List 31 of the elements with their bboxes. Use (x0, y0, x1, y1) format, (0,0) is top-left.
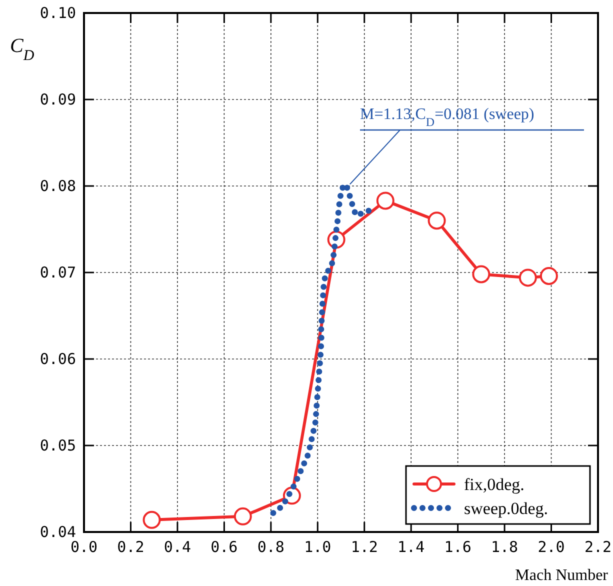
y-tick-label: 0.10 (40, 4, 76, 22)
y-tick-label: 0.05 (40, 436, 76, 454)
x-tick-label: 0.8 (257, 538, 284, 556)
x-tick-label: 0.2 (117, 538, 144, 556)
legend-label: fix,0deg. (464, 475, 524, 494)
point (428, 212, 446, 230)
x-tick-label: 1.0 (304, 538, 332, 556)
y-tick-label: 0.06 (40, 350, 76, 368)
point (142, 510, 161, 529)
x-axis-title: Mach Number (515, 567, 609, 584)
point (518, 268, 537, 287)
x-tick-label: 0.0 (70, 538, 98, 556)
x-tick-label: 1.6 (444, 538, 472, 556)
x-tick-label: 1.2 (350, 538, 378, 556)
point (540, 266, 558, 285)
legend-label: sweep.0deg. (464, 499, 548, 518)
x-tick-label: 1.8 (491, 538, 518, 556)
x-tick-label: 2.2 (584, 538, 612, 556)
y-axis-title: C$_{D}$ (10, 35, 34, 64)
y-tick-label: 0.07 (40, 264, 76, 282)
point (376, 192, 394, 210)
x-tick-label: 0.6 (210, 538, 238, 556)
y-tick-label: 0.04 (40, 523, 76, 541)
point (472, 265, 490, 284)
y-tick-label: 0.09 (40, 90, 76, 108)
y-tick-label: 0.08 (40, 177, 76, 195)
x-tick-label: 0.4 (164, 538, 191, 556)
x-tick-label: 1.4 (398, 538, 425, 556)
annotation: M=1.13,C$_{D}$=0.081 (sweep) (360, 106, 534, 129)
point (234, 507, 252, 526)
x-tick-label: 2.0 (538, 538, 565, 556)
